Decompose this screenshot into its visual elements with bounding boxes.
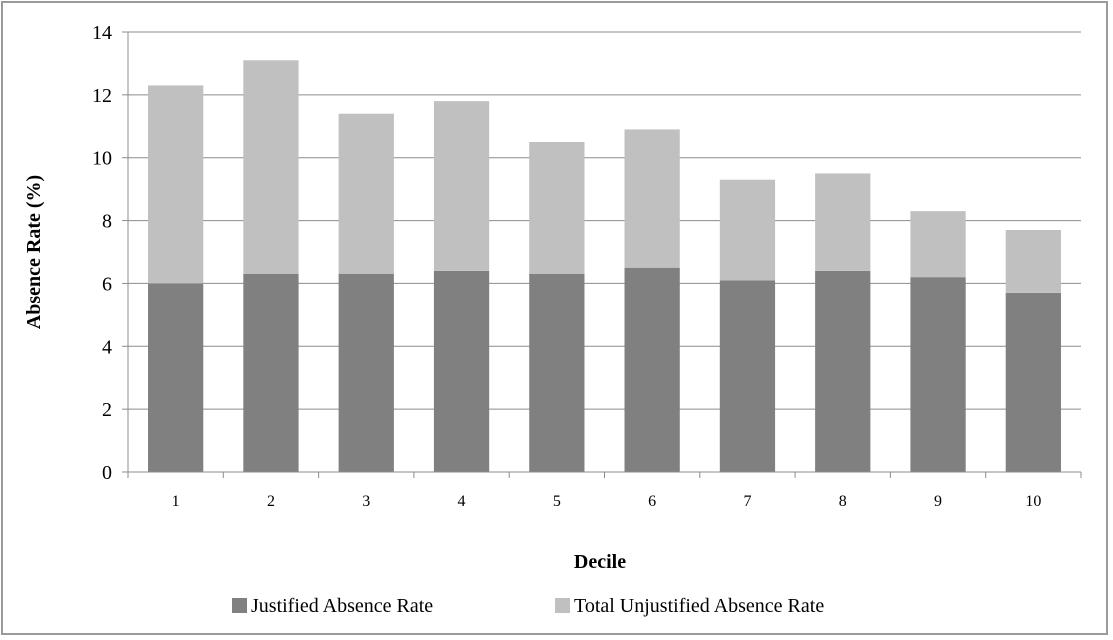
y-tick-labels: 0 2 4 6 8 10 12 14 [92, 22, 112, 484]
x-tick-label: 5 [553, 493, 561, 510]
y-tick-label: 4 [102, 336, 112, 358]
x-tick-labels: 1 2 3 4 5 6 7 8 9 10 [172, 493, 1042, 510]
bar-unjustified-decile-2 [243, 60, 299, 275]
x-tick-label: 2 [267, 493, 275, 510]
bar-unjustified-decile-8 [815, 173, 871, 271]
y-tick-label: 12 [92, 85, 112, 107]
x-tick-label: 10 [1025, 493, 1041, 510]
x-tick-label: 1 [172, 493, 180, 510]
legend-swatch-unjustified [555, 598, 570, 613]
bar-justified-decile-4 [433, 270, 490, 472]
bar-justified-decile-1 [148, 283, 204, 472]
legend-swatch-justified [232, 598, 247, 613]
bar-justified-decile-7 [719, 280, 776, 472]
bar-justified-decile-6 [624, 267, 680, 472]
x-tick-label: 4 [458, 493, 466, 510]
x-axis-title: Decile [574, 551, 626, 573]
y-tick-label: 10 [92, 148, 112, 170]
axes [122, 31, 1082, 478]
bar-unjustified-decile-3 [338, 113, 394, 274]
y-tick-label: 14 [92, 22, 112, 44]
y-tick-label: 0 [102, 462, 112, 484]
bar-justified-decile-9 [910, 277, 966, 472]
y-tick-label: 8 [102, 211, 112, 233]
bar-justified-decile-3 [338, 274, 394, 472]
y-tick-label: 6 [102, 273, 112, 295]
bar-unjustified-decile-7 [719, 179, 776, 281]
bar-unjustified-decile-10 [1005, 230, 1061, 293]
bar-unjustified-decile-4 [433, 101, 490, 271]
legend: Justified Absence Rate Total Unjustified… [232, 595, 824, 617]
bar-justified-decile-10 [1005, 292, 1061, 472]
bar-unjustified-decile-9 [910, 211, 966, 278]
legend-label-justified: Justified Absence Rate [251, 595, 433, 617]
bar-unjustified-decile-6 [624, 129, 680, 268]
bar-justified-decile-2 [243, 274, 299, 472]
y-axis-title: Absence Rate (%) [23, 175, 45, 329]
x-tick-label: 9 [934, 493, 942, 510]
bar-unjustified-decile-5 [529, 142, 585, 274]
bar-unjustified-decile-1 [148, 85, 204, 284]
legend-label-unjustified: Total Unjustified Absence Rate [574, 595, 824, 617]
x-tick-label: 8 [839, 493, 847, 510]
x-tick-label: 7 [743, 493, 751, 510]
bars [148, 60, 1061, 472]
y-tick-label: 2 [102, 399, 112, 421]
x-tick-label: 6 [648, 493, 656, 510]
bar-justified-decile-5 [529, 274, 585, 472]
bar-justified-decile-8 [815, 270, 871, 472]
x-tick-label: 3 [362, 493, 370, 510]
